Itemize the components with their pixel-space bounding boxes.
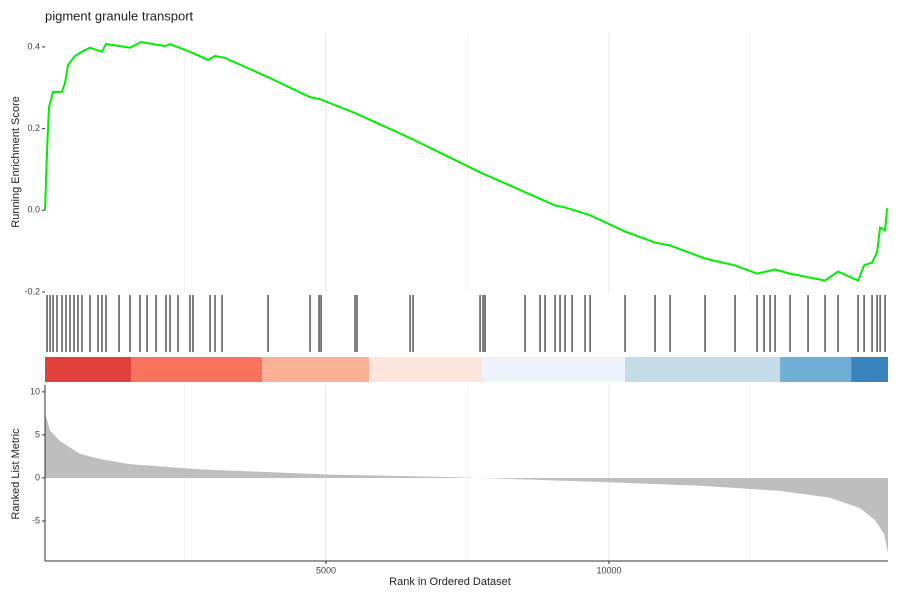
rank-band	[131, 357, 263, 382]
rank-band	[780, 357, 852, 382]
rank-band	[262, 357, 370, 382]
enrichment-line	[44, 40, 889, 282]
rank-band	[625, 357, 781, 382]
rank-band	[45, 357, 132, 382]
rank-band	[851, 357, 888, 382]
y-tick-label: 0	[35, 472, 40, 482]
y-tick-label: 5	[35, 429, 40, 439]
y-axis-label: Running Enrichment Score	[10, 96, 22, 227]
x-tick-label: 5000	[316, 565, 336, 575]
rank-band	[482, 357, 626, 382]
y-tick-label: -0.2	[24, 286, 40, 296]
y-tick-label: 10	[30, 386, 40, 396]
x-axis-label: Rank in Ordered Dataset	[389, 576, 511, 588]
rank-band	[369, 357, 483, 382]
metric-area	[45, 412, 888, 553]
y-tick-label: 0.0	[27, 205, 40, 215]
chart-title: pigment granule transport	[45, 8, 194, 23]
y-tick-label: 0.2	[27, 123, 40, 133]
y-tick-label: 0.4	[27, 41, 40, 51]
y-tick-label: -5	[32, 515, 40, 525]
y-axis-label: Ranked List Metric	[10, 428, 22, 520]
x-tick-label: 10000	[596, 565, 621, 575]
